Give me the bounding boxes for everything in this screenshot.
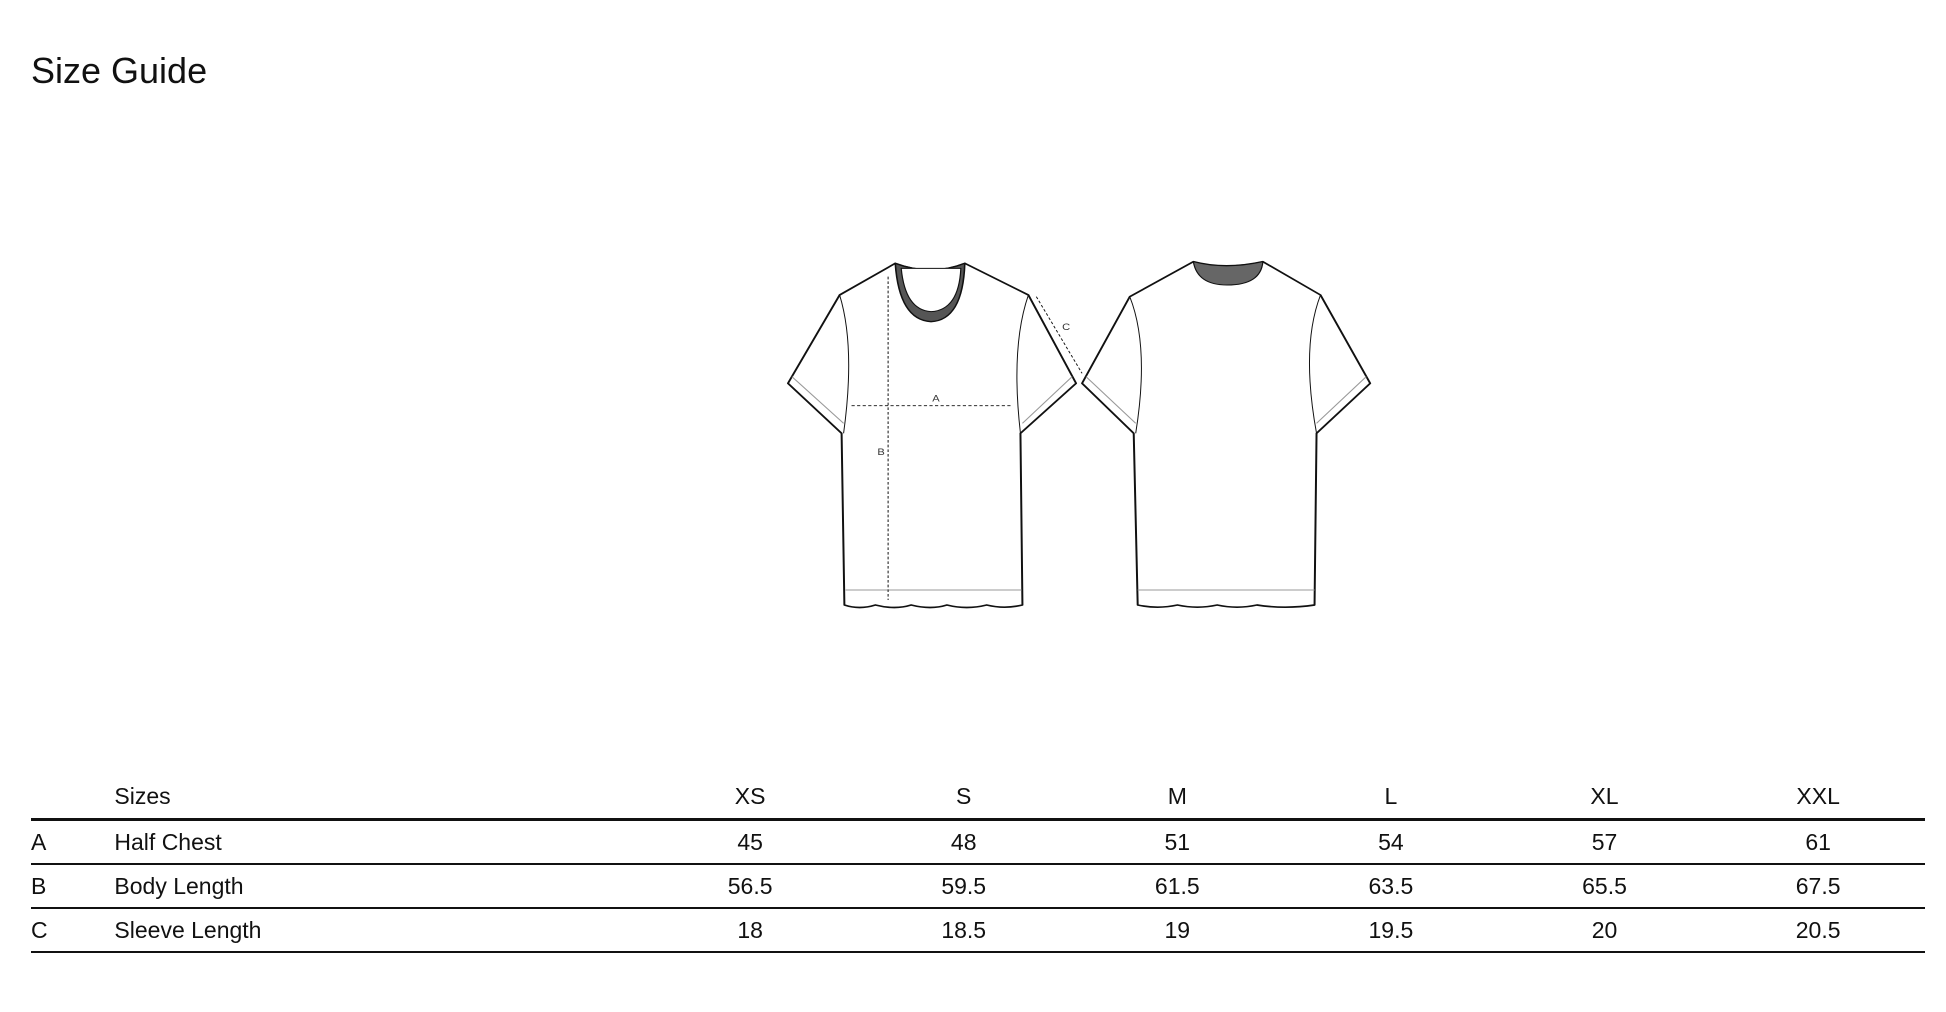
cell: 59.5 xyxy=(856,864,1071,909)
cell: 63.5 xyxy=(1284,864,1498,909)
tshirt-front xyxy=(786,262,1083,609)
tshirt-diagram: A B C xyxy=(786,260,1372,609)
cell: 56.5 xyxy=(643,864,857,909)
row-key: C xyxy=(31,908,115,953)
measure-label-a: A xyxy=(932,394,940,404)
cell: 54 xyxy=(1284,819,1498,865)
header-size: S xyxy=(856,774,1071,821)
cell: 48 xyxy=(856,819,1071,865)
header-size: L xyxy=(1284,774,1498,821)
table-row: A Half Chest 45 48 51 54 57 61 xyxy=(31,819,1925,865)
cell: 18 xyxy=(643,908,857,953)
cell: 65.5 xyxy=(1497,864,1712,909)
measure-label-b: B xyxy=(877,448,885,458)
cell: 19.5 xyxy=(1284,908,1498,953)
header-size: XL xyxy=(1497,774,1712,821)
header-size: M xyxy=(1070,774,1285,821)
cell: 20.5 xyxy=(1711,908,1925,953)
cell: 18.5 xyxy=(856,908,1071,953)
table-header-row: Sizes XS S M L XL XXL xyxy=(31,774,1925,821)
row-key: B xyxy=(31,864,115,909)
row-label: Sleeve Length xyxy=(114,908,644,953)
cell: 57 xyxy=(1497,819,1712,865)
header-size: XS xyxy=(643,774,857,821)
measure-label-c: C xyxy=(1062,323,1071,333)
cell: 51 xyxy=(1070,819,1285,865)
table-row: C Sleeve Length 18 18.5 19 19.5 20 20.5 xyxy=(31,908,1925,953)
cell: 61 xyxy=(1711,819,1925,865)
row-label: Half Chest xyxy=(114,819,644,865)
cell: 20 xyxy=(1497,908,1712,953)
tshirt-back xyxy=(1081,260,1372,608)
cell: 61.5 xyxy=(1070,864,1285,909)
size-table: Sizes XS S M L XL XXL A Half Chest 45 48… xyxy=(31,774,1925,953)
cell: 67.5 xyxy=(1711,864,1925,909)
row-key: A xyxy=(31,819,115,865)
cell: 45 xyxy=(643,819,857,865)
page-title: Size Guide xyxy=(31,50,208,91)
header-key xyxy=(31,774,115,821)
row-label: Body Length xyxy=(114,864,644,909)
header-size: XXL xyxy=(1711,774,1925,821)
table-row: B Body Length 56.5 59.5 61.5 63.5 65.5 6… xyxy=(31,864,1925,909)
header-label: Sizes xyxy=(114,774,644,821)
cell: 19 xyxy=(1070,908,1285,953)
